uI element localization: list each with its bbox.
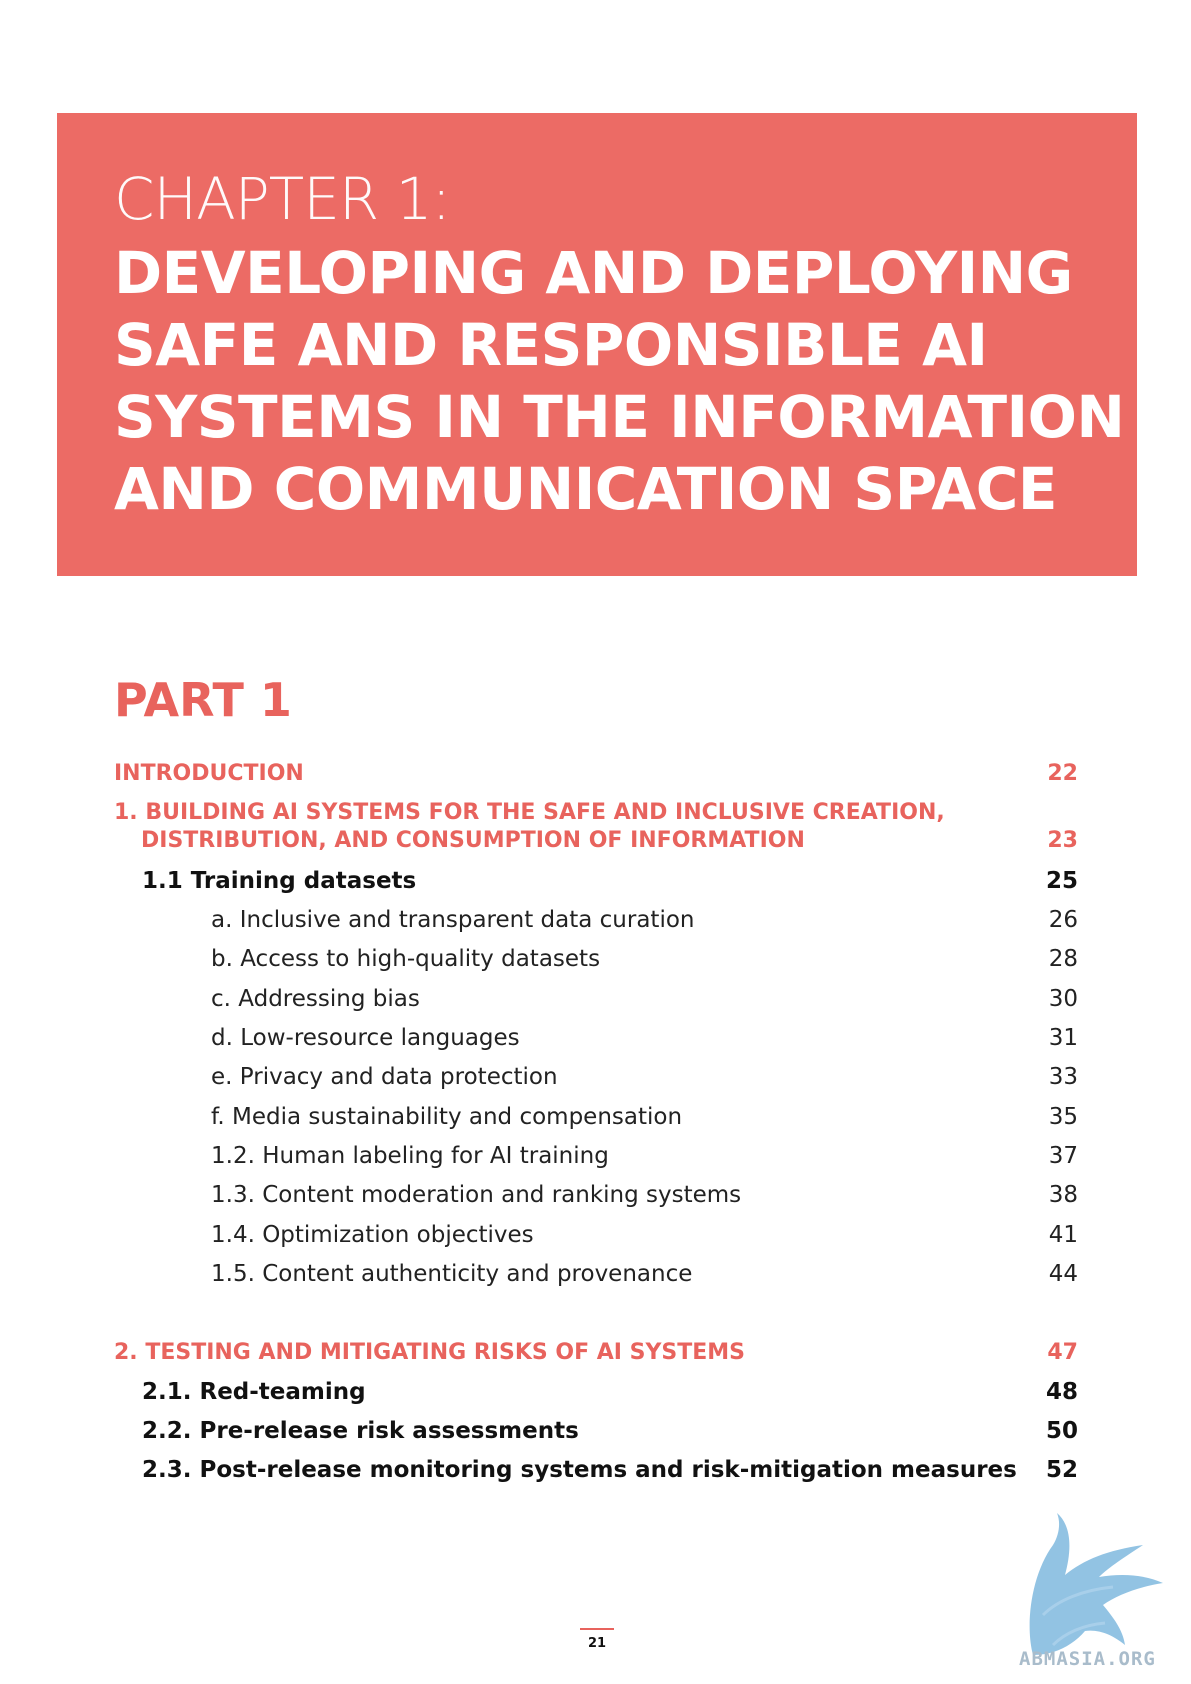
toc-entry-page: 48 (1045, 1379, 1078, 1405)
toc-entry-1-1-c[interactable]: c. Addressing bias 30 (114, 983, 1078, 1015)
chapter-label: CHAPTER 1: (114, 165, 451, 233)
toc-entry-title: b. Access to high-quality datasets (211, 946, 601, 972)
toc-entry-title: 1.3. Content moderation and ranking syst… (211, 1182, 742, 1208)
toc-entry-1-1-a[interactable]: a. Inclusive and transparent data curati… (114, 904, 1078, 936)
toc-entry-title: 2. TESTING AND MITIGATING RISKS OF AI SY… (114, 1340, 746, 1365)
toc-entry-title: 1.1 Training datasets (142, 868, 417, 894)
toc-entry-1-1-f[interactable]: f. Media sustainability and compensation… (114, 1101, 1078, 1133)
chapter-title-line: AND COMMUNICATION SPACE (114, 455, 1057, 523)
griffin-watermark-icon (1029, 1513, 1163, 1655)
toc-entry-title: f. Media sustainability and compensation (211, 1104, 683, 1130)
toc-entry-title: c. Addressing bias (211, 986, 420, 1012)
chapter-title: DEVELOPING AND DEPLOYING SAFE AND RESPON… (114, 237, 1125, 525)
toc-entry-page: 47 (1047, 1340, 1078, 1365)
toc-entry-2-1[interactable]: 2.1. Red-teaming 48 (114, 1376, 1078, 1408)
watermark-text: ABMASIA.ORG (1019, 1648, 1156, 1670)
toc-entry-page: 37 (1048, 1143, 1078, 1169)
toc-entry-page: 35 (1048, 1104, 1078, 1130)
toc-entry-2-2[interactable]: 2.2. Pre-release risk assessments 50 (114, 1415, 1078, 1447)
toc-entry-page: 50 (1045, 1418, 1078, 1444)
chapter-title-line: DEVELOPING AND DEPLOYING (114, 239, 1073, 307)
toc-entry-page: 38 (1048, 1182, 1078, 1208)
toc-entry-page: 26 (1048, 907, 1078, 933)
toc-entry-title: INTRODUCTION (114, 761, 304, 786)
toc-entry-introduction[interactable]: INTRODUCTION 22 (114, 758, 1078, 790)
toc-entry-title: a. Inclusive and transparent data curati… (211, 907, 695, 933)
toc-entry-title: 2.2. Pre-release risk assessments (142, 1418, 579, 1444)
toc-entry-title: 1.4. Optimization objectives (211, 1222, 534, 1248)
toc-entry-section-1-continued[interactable]: DISTRIBUTION, AND CONSUMPTION OF INFORMA… (114, 825, 1078, 857)
chapter-banner: CHAPTER 1: DEVELOPING AND DEPLOYING SAFE… (57, 113, 1137, 576)
toc-entry-title: 1. BUILDING AI SYSTEMS FOR THE SAFE AND … (114, 800, 945, 825)
toc-entry-1-5[interactable]: 1.5. Content authenticity and provenance… (114, 1258, 1078, 1290)
toc-entry-1-1-d[interactable]: d. Low-resource languages 31 (114, 1022, 1078, 1054)
toc-entry-page: 33 (1048, 1064, 1078, 1090)
chapter-title-line: SAFE AND RESPONSIBLE AI (114, 311, 988, 379)
toc-entry-title: 2.1. Red-teaming (142, 1379, 366, 1405)
page-number-rule (580, 1628, 614, 1630)
toc-entry-title: e. Privacy and data protection (211, 1064, 558, 1090)
toc-entry-1-1[interactable]: 1.1 Training datasets 25 (114, 865, 1078, 897)
toc-entry-page: 31 (1048, 1025, 1078, 1051)
toc-entry-title: 2.3. Post-release monitoring systems and… (142, 1457, 1017, 1483)
toc-entry-title: DISTRIBUTION, AND CONSUMPTION OF INFORMA… (141, 828, 805, 853)
toc-entry-page: 44 (1048, 1261, 1078, 1287)
toc-entry-title: 1.2. Human labeling for AI training (211, 1143, 609, 1169)
toc-entry-section-1[interactable]: 1. BUILDING AI SYSTEMS FOR THE SAFE AND … (114, 797, 1078, 829)
toc-entry-2-3[interactable]: 2.3. Post-release monitoring systems and… (114, 1454, 1078, 1486)
toc-entry-title: d. Low-resource languages (211, 1025, 520, 1051)
toc-entry-1-3[interactable]: 1.3. Content moderation and ranking syst… (114, 1179, 1078, 1211)
chapter-heading: CHAPTER 1: DEVELOPING AND DEPLOYING SAFE… (114, 165, 1125, 525)
toc-entry-title: 1.5. Content authenticity and provenance (211, 1261, 693, 1287)
toc-entry-page: 22 (1047, 761, 1078, 786)
chapter-title-line: SYSTEMS IN THE INFORMATION (114, 383, 1125, 451)
toc-entry-page: 25 (1045, 868, 1078, 894)
toc-entry-page: 23 (1047, 828, 1078, 853)
toc-entry-page: 30 (1048, 986, 1078, 1012)
toc-entry-page: 41 (1048, 1222, 1078, 1248)
toc-entry-1-4[interactable]: 1.4. Optimization objectives 41 (114, 1219, 1078, 1251)
toc-entry-page: 28 (1048, 946, 1078, 972)
toc-entry-1-1-b[interactable]: b. Access to high-quality datasets 28 (114, 943, 1078, 975)
page-number: 21 (587, 1636, 607, 1651)
toc-entry-page: 52 (1045, 1457, 1078, 1483)
toc-entry-1-1-e[interactable]: e. Privacy and data protection 33 (114, 1061, 1078, 1093)
toc-entry-section-2[interactable]: 2. TESTING AND MITIGATING RISKS OF AI SY… (114, 1337, 1078, 1369)
toc-entry-1-2[interactable]: 1.2. Human labeling for AI training 37 (114, 1140, 1078, 1172)
part-title: PART 1 (114, 673, 292, 727)
